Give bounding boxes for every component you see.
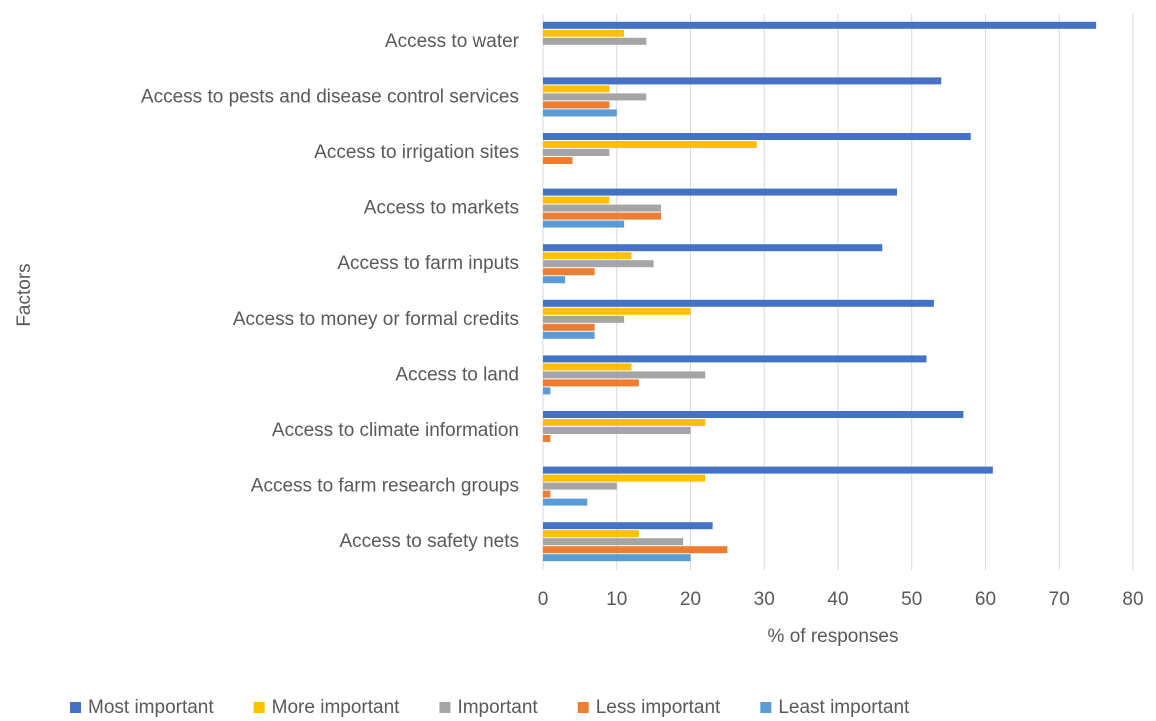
- bar: [543, 315, 625, 323]
- bar: [543, 419, 706, 426]
- bar: [543, 387, 551, 395]
- bar: [543, 435, 551, 442]
- legend-swatch: [760, 702, 772, 713]
- legend-label: Most important: [88, 697, 214, 718]
- y-tick-label: Access to farm research groups: [251, 476, 519, 497]
- bar: [543, 157, 573, 164]
- bar: [543, 482, 617, 490]
- bar: [543, 379, 639, 387]
- x-tick-label: 30: [754, 589, 775, 610]
- y-tick-label: Access to money or formal credits: [233, 309, 519, 330]
- x-tick-label: 60: [975, 589, 996, 610]
- bar: [543, 411, 964, 418]
- bar: [543, 522, 713, 530]
- bar: [543, 363, 632, 371]
- legend-label: Less important: [596, 697, 721, 718]
- bar: [543, 331, 595, 339]
- bar: [543, 149, 610, 156]
- bar: [543, 212, 661, 220]
- bar: [543, 474, 706, 482]
- bar: [543, 466, 993, 474]
- bar: [543, 85, 610, 93]
- legend-label: Least important: [778, 697, 910, 718]
- y-tick-label: Access to irrigation sites: [314, 142, 519, 163]
- bar: [543, 538, 684, 546]
- bar: [543, 37, 647, 45]
- bar: [543, 29, 625, 37]
- bar: [543, 299, 934, 307]
- bar: [543, 490, 551, 498]
- y-tick-label: Access to land: [395, 364, 519, 385]
- bar: [543, 530, 639, 538]
- bar: [543, 220, 625, 228]
- y-tick-label: Access to climate information: [272, 420, 519, 441]
- legend-swatch: [439, 702, 451, 713]
- bar: [543, 133, 971, 140]
- y-tick-label: Access to markets: [364, 198, 519, 219]
- y-tick-label: Access to water: [385, 31, 520, 52]
- bar: [543, 93, 647, 101]
- bar: [543, 141, 757, 148]
- y-tick-label: Access to safety nets: [339, 531, 519, 552]
- bar: [543, 427, 691, 434]
- bar: [543, 307, 691, 315]
- bar: [543, 498, 588, 506]
- bar: [543, 196, 610, 204]
- y-axis-title: Factors: [14, 263, 35, 326]
- x-tick-label: 50: [901, 589, 922, 610]
- y-tick-label: Access to farm inputs: [337, 253, 519, 274]
- x-tick-label: 20: [680, 589, 701, 610]
- y-tick-label: Access to pests and disease control serv…: [141, 86, 519, 107]
- bar: [543, 188, 897, 196]
- bar: [543, 77, 942, 85]
- legend-swatch: [577, 702, 589, 713]
- bar: [543, 244, 883, 252]
- x-axis-title: % of responses: [768, 626, 899, 647]
- legend-swatch: [70, 702, 81, 713]
- legend-swatch: [253, 702, 265, 713]
- bar: [543, 554, 691, 562]
- bar: [543, 252, 632, 260]
- x-tick-label: 0: [538, 589, 549, 610]
- legend-label: More important: [272, 697, 400, 718]
- x-tick-label: 10: [606, 589, 627, 610]
- bar: [543, 101, 610, 109]
- bar: [543, 355, 927, 363]
- x-tick-label: 70: [1049, 589, 1070, 610]
- bar: [543, 276, 566, 284]
- legend-label: Important: [457, 697, 538, 718]
- x-tick-label: 40: [827, 589, 848, 610]
- bar: [543, 21, 1097, 29]
- bar: [543, 371, 706, 379]
- bar: [543, 204, 661, 212]
- bar: [543, 546, 728, 554]
- x-tick-label: 80: [1122, 589, 1143, 610]
- bar: [543, 260, 654, 268]
- bar: [543, 268, 595, 276]
- bar: [543, 109, 617, 117]
- bar: [543, 323, 595, 331]
